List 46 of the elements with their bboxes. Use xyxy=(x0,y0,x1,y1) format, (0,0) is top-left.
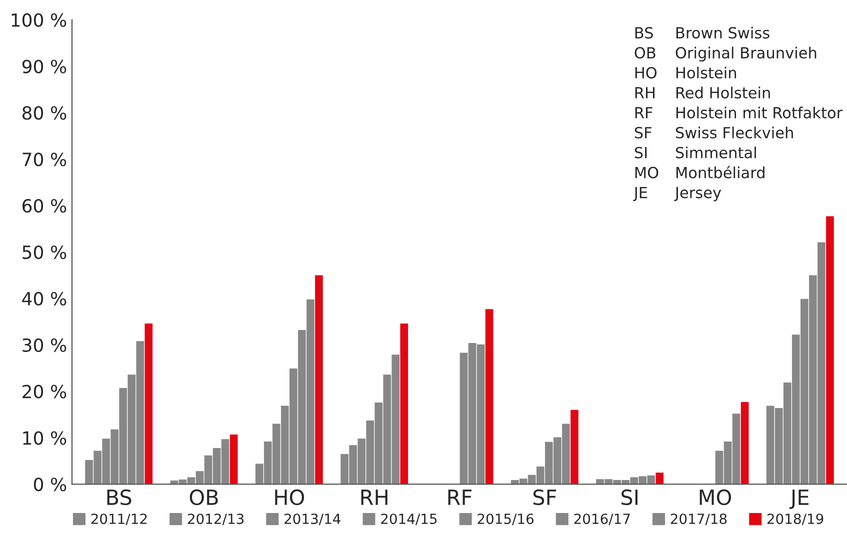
x-tick-label: SI xyxy=(622,489,638,506)
legend-label: 2018/19 xyxy=(767,514,824,526)
y-tick-label: 60 % xyxy=(22,199,66,213)
y-tick-label: 80 % xyxy=(22,106,66,120)
legend-label: 2014/15 xyxy=(381,514,437,526)
bar xyxy=(656,472,664,484)
y-tick-label: 40 % xyxy=(22,292,66,306)
bar xyxy=(144,324,153,484)
bar xyxy=(400,324,408,484)
x-tick-label: RH xyxy=(361,490,388,505)
legend-label: 2011/12 xyxy=(91,514,147,526)
x-tick-label: SF xyxy=(533,489,556,506)
bar xyxy=(826,216,834,484)
y-tick-label: 20 % xyxy=(22,384,66,398)
y-tick-label: 30 % xyxy=(22,338,66,352)
text: HO Holstein xyxy=(635,66,736,79)
x-tick-label: MO xyxy=(700,489,732,506)
text: RF Holstein mit Rotfaktor xyxy=(635,106,843,118)
x-tick-label: HO xyxy=(275,489,304,506)
legend-label: 2017/18 xyxy=(670,514,727,526)
bar xyxy=(230,434,238,484)
text: SI Simmental xyxy=(634,146,756,158)
bar xyxy=(740,402,749,484)
text: BS Brown Swiss xyxy=(635,26,770,39)
x-tick-label: BS xyxy=(107,489,132,506)
text: SF Swiss Fleckvieh xyxy=(634,126,793,138)
y-tick-label: 100 % xyxy=(12,13,66,27)
legend-label: 2013/14 xyxy=(284,514,340,526)
y-tick-label: 50 % xyxy=(22,245,66,260)
bar xyxy=(485,309,494,484)
y-tick-label: 10 % xyxy=(23,431,66,445)
legend-label: 2012/13 xyxy=(188,514,244,526)
x-tick-label: RF xyxy=(448,490,472,505)
y-tick-label: 0 % xyxy=(34,478,66,492)
text: JE Jersey xyxy=(633,186,722,202)
text: OB Original Braunvieh xyxy=(634,46,816,62)
y-tick-label: 90 % xyxy=(22,60,66,74)
bar xyxy=(315,275,323,484)
legend-label: 2015/16 xyxy=(478,514,534,526)
y-tick-label: 70 % xyxy=(22,152,66,166)
text: RH Red Holstein xyxy=(635,86,770,98)
bar xyxy=(570,410,578,484)
x-tick-label: OB xyxy=(190,489,218,506)
legend-label: 2016/17 xyxy=(574,514,630,526)
x-tick-label: JE xyxy=(789,490,808,510)
annotation: MO Montbéliard xyxy=(635,166,764,178)
